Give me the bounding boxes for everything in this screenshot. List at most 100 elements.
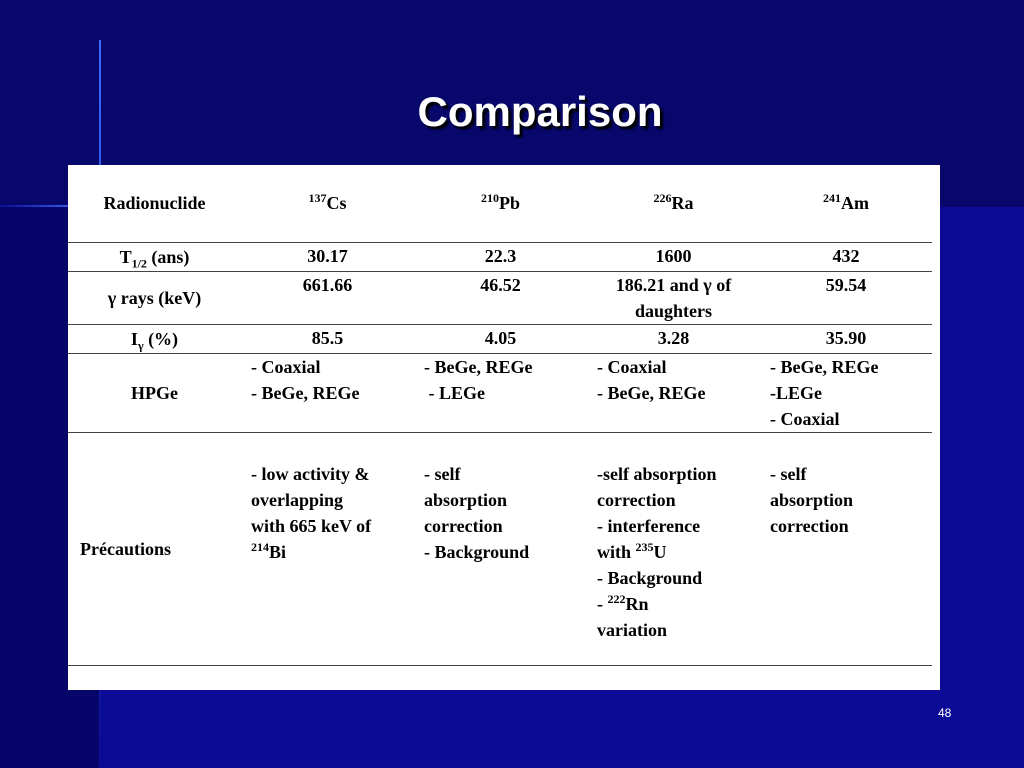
cell-line: - Background bbox=[597, 567, 703, 588]
cell-line: -self absorption bbox=[597, 463, 717, 484]
cell-line: variation bbox=[597, 619, 667, 640]
superscript: 222 bbox=[607, 591, 626, 606]
cell-line: 46.52 bbox=[480, 274, 521, 295]
table-cell: 186.21 and γ of daughters bbox=[587, 271, 760, 325]
cell-line: 30.17 bbox=[307, 245, 348, 266]
table-cell: - BeGe, REGe -LEGe - Coaxial bbox=[760, 353, 932, 433]
cell-line: γ rays (keV) bbox=[107, 287, 202, 308]
cell-line: - Coaxial bbox=[597, 356, 667, 377]
cell-line: - self bbox=[770, 463, 807, 484]
superscript: 210 bbox=[480, 191, 499, 206]
cell-line: 186.21 and γ of bbox=[615, 274, 732, 295]
cell-line: Iγ (%) bbox=[68, 326, 241, 352]
page-number: 48 bbox=[938, 706, 952, 720]
table: Radionuclide 137Cs 210Pb 226Ra 241Am T1/2 (an… bbox=[68, 165, 932, 666]
text-run: U bbox=[653, 541, 667, 562]
header-cell: 226Ra bbox=[587, 165, 760, 243]
cell-line: - BeGe, REGe bbox=[424, 356, 533, 377]
cell-line: 3.28 bbox=[657, 327, 690, 348]
table-cell: 35.90 bbox=[760, 324, 932, 354]
table-cell: - self absorption correction - Background bbox=[414, 432, 587, 666]
slide-title: Comparison bbox=[417, 88, 663, 135]
text-run: T bbox=[119, 246, 132, 267]
table-cell: Iγ (%) bbox=[68, 324, 241, 354]
table-row: HPGe - Coaxial - BeGe, REGe - BeGe, REGe - … bbox=[68, 353, 932, 433]
cell-line: 226Ra bbox=[587, 190, 760, 216]
cell-line: 85.5 bbox=[311, 327, 344, 348]
cell-line: correction bbox=[424, 515, 503, 536]
cell-line: absorption bbox=[424, 489, 508, 510]
table-cell: 661.66 bbox=[241, 271, 414, 325]
header-cell: 210Pb bbox=[414, 165, 587, 243]
table-cell: HPGe bbox=[68, 353, 241, 433]
table-row: Précautions - low activity & overlapping wi… bbox=[68, 432, 932, 666]
cell-line: absorption bbox=[770, 489, 854, 510]
table-cell: 4.05 bbox=[414, 324, 587, 354]
superscript: 241 bbox=[823, 191, 841, 206]
table-panel: Radionuclide 137Cs 210Pb 226Ra 241Am T1/2 (an… bbox=[68, 165, 940, 690]
table-cell: 1600 bbox=[587, 242, 760, 272]
table-cell: Précautions bbox=[68, 432, 241, 666]
header-cell: Radionuclide bbox=[68, 165, 241, 243]
cell-line: daughters bbox=[634, 300, 712, 321]
superscript: 226 bbox=[653, 191, 672, 206]
cell-line: - BeGe, REGe bbox=[251, 382, 360, 403]
cell-line: 22.3 bbox=[484, 245, 517, 266]
cell-line: - BeGe, REGe bbox=[597, 382, 706, 403]
subscript: γ bbox=[137, 338, 144, 353]
subscript: 1/2 bbox=[131, 256, 147, 271]
table-cell: 59.54 bbox=[760, 271, 932, 325]
cell-line: - BeGe, REGe bbox=[770, 356, 879, 377]
table-cell: 46.52 bbox=[414, 271, 587, 325]
table-cell: 85.5 bbox=[241, 324, 414, 354]
cell-line: 4.05 bbox=[484, 327, 517, 348]
cell-line: 59.54 bbox=[825, 274, 867, 295]
cell-line: - interference bbox=[597, 515, 701, 536]
cell-line: 241Am bbox=[760, 190, 932, 216]
cell-line: Radionuclide bbox=[103, 193, 206, 214]
text-run: - bbox=[597, 593, 608, 614]
decoration bbox=[0, 205, 100, 207]
superscript: 137 bbox=[308, 191, 327, 206]
table-cell: - self absorption correction bbox=[760, 432, 932, 666]
text-run: Pb bbox=[498, 193, 520, 214]
text-run: (%) bbox=[143, 328, 179, 349]
cell-line: 661.66 bbox=[302, 274, 353, 295]
text-run: Ra bbox=[671, 193, 694, 214]
cell-line: correction bbox=[770, 515, 849, 536]
table-cell: - Coaxial - BeGe, REGe bbox=[587, 353, 760, 433]
table-cell: γ rays (keV) bbox=[68, 271, 241, 325]
cell-line: 432 bbox=[832, 245, 860, 266]
table-row: Radionuclide 137Cs 210Pb 226Ra 241Am bbox=[68, 165, 932, 243]
cell-line: 1600 bbox=[655, 245, 692, 266]
table-cell: -self absorption correction - interference… bbox=[587, 432, 760, 666]
text-run: with bbox=[597, 541, 636, 562]
cell-line: correction bbox=[597, 489, 676, 510]
table-cell: T1/2 (ans) bbox=[68, 242, 241, 272]
cell-line: - self bbox=[424, 463, 461, 484]
cell-line: Précautions bbox=[80, 538, 171, 559]
text-run: Am bbox=[841, 193, 869, 214]
cell-line: 214Bi bbox=[251, 539, 414, 565]
table-row: γ rays (keV) 661.66 46.52 186.21 and γ of da… bbox=[68, 271, 932, 325]
cell-line: with 665 keV of bbox=[251, 515, 372, 536]
cell-line: overlapping bbox=[251, 489, 344, 510]
table-row: T1/2 (ans) 30.17 22.3 1600 432 bbox=[68, 242, 932, 272]
table-cell: 22.3 bbox=[414, 242, 587, 272]
cell-line: T1/2 (ans) bbox=[68, 244, 241, 270]
text-run: Bi bbox=[269, 541, 287, 562]
cell-line: 35.90 bbox=[825, 327, 867, 348]
text-run: Rn bbox=[625, 593, 649, 614]
cell-line: - LEGe bbox=[424, 382, 486, 403]
table-cell: 30.17 bbox=[241, 242, 414, 272]
table-row: Iγ (%) 85.5 4.05 3.28 35.90 bbox=[68, 324, 932, 354]
table-cell: - Coaxial - BeGe, REGe bbox=[241, 353, 414, 433]
cell-line: 137Cs bbox=[241, 190, 414, 216]
table-cell: 3.28 bbox=[587, 324, 760, 354]
cell-line: - Background bbox=[424, 541, 530, 562]
cell-line: - 222Rn bbox=[597, 591, 760, 617]
superscript: 235 bbox=[635, 539, 654, 554]
header-cell: 137Cs bbox=[241, 165, 414, 243]
text-run: (ans) bbox=[146, 246, 190, 267]
